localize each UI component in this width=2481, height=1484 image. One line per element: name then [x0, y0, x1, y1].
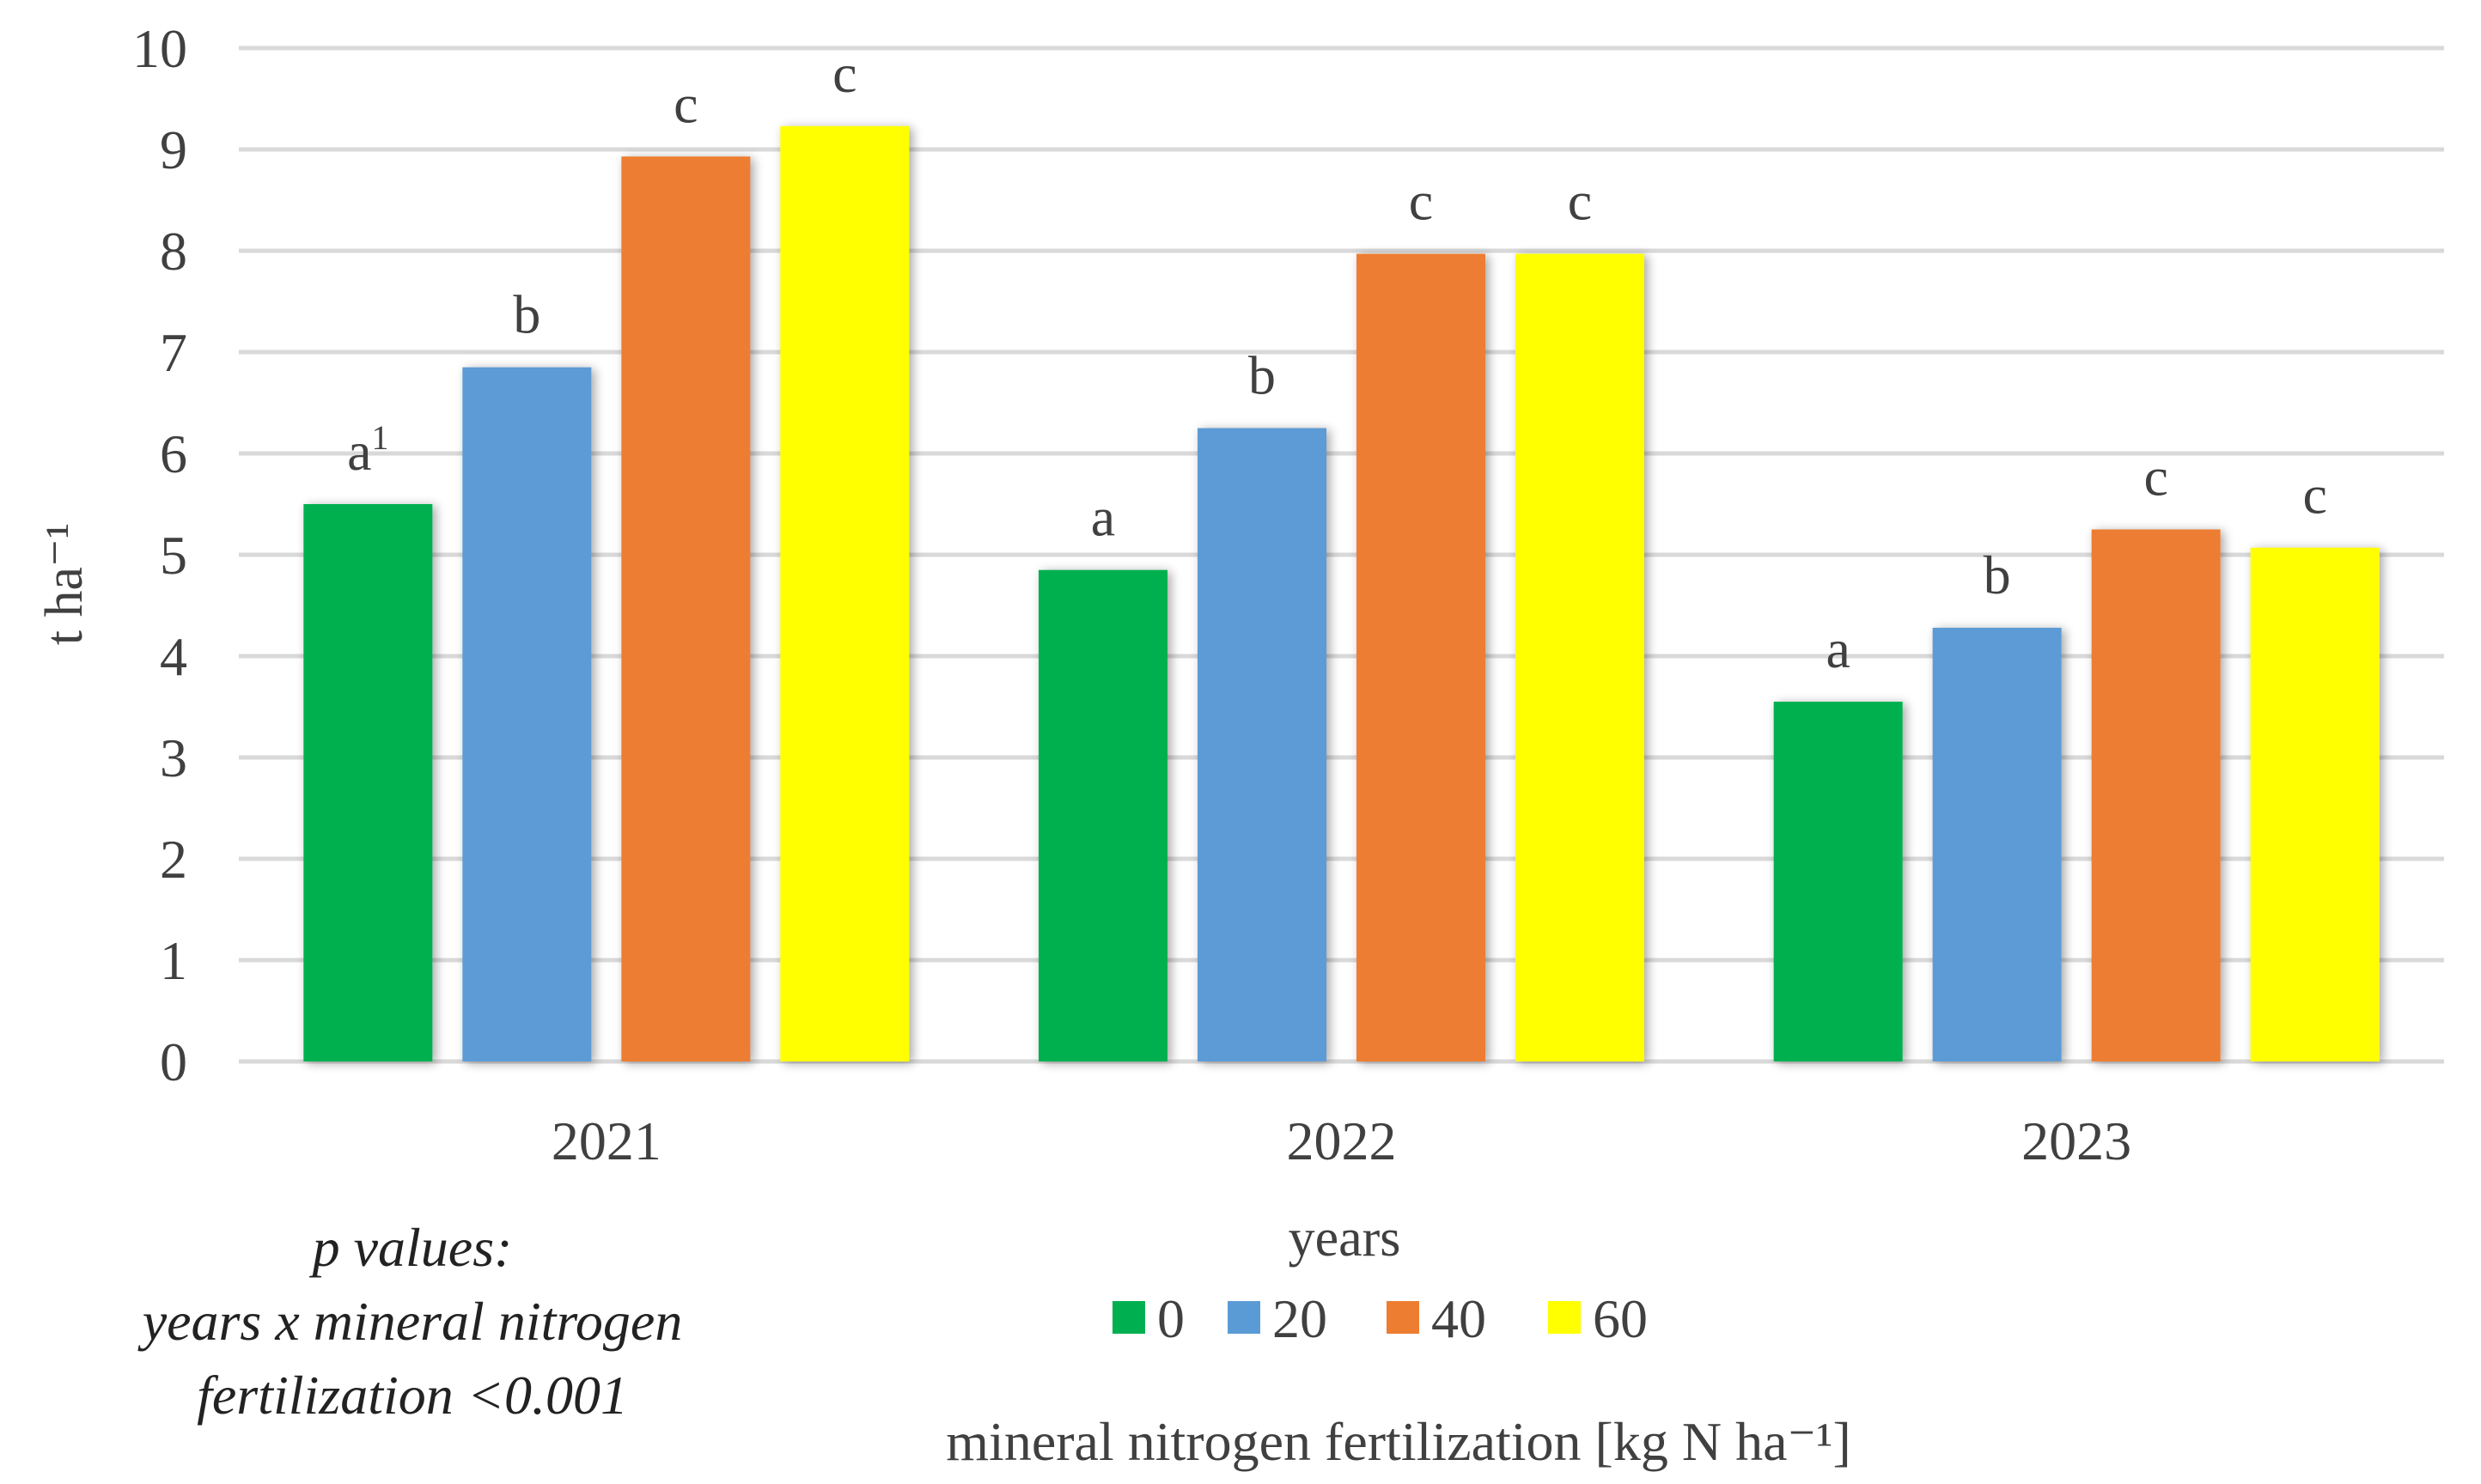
bar-letter-label: a1 — [347, 418, 388, 482]
bar-2023-0 — [1773, 702, 1903, 1061]
y-tick-label: 2 — [160, 829, 187, 890]
bar-letter-label: a — [1091, 487, 1115, 548]
p-value-note: p values: years x mineral nitrogen ferti… — [52, 1211, 773, 1432]
legend-label-60: 60 — [1593, 1288, 1648, 1349]
legend-title: mineral nitrogen fertilization [kg N ha⁻… — [946, 1411, 1851, 1472]
legend-swatch-0 — [1112, 1301, 1145, 1334]
y-tick-label: 5 — [160, 525, 187, 586]
y-tick-label: 1 — [160, 930, 187, 991]
bar-2023-40 — [2091, 529, 2221, 1061]
p-value-note-line3: fertilization <0.001 — [197, 1365, 628, 1426]
bar-letter-label: b — [1248, 345, 1276, 406]
y-tick-label: 8 — [160, 221, 187, 282]
y-tick-label: 0 — [160, 1031, 187, 1092]
bar-letter-label: b — [513, 284, 540, 345]
y-axis-label: t ha⁻¹ — [35, 523, 94, 646]
bar-2021-0 — [303, 504, 433, 1061]
y-tick-label: 6 — [160, 423, 187, 484]
bar-letter-label: a — [1826, 618, 1850, 679]
legend-swatch-60 — [1548, 1301, 1581, 1334]
legend-label-0: 0 — [1157, 1288, 1185, 1349]
bar-2022-40 — [1356, 253, 1485, 1061]
bar-2022-0 — [1039, 569, 1167, 1061]
legend: 0 20 40 60 — [1112, 1288, 1648, 1349]
gridlines — [239, 46, 2444, 1064]
y-tick-label: 3 — [160, 727, 187, 788]
bars — [303, 125, 2380, 1062]
bar-2022-60 — [1515, 253, 1644, 1061]
p-value-note-line2: years x mineral nitrogen — [142, 1291, 683, 1352]
bar-2023-60 — [2250, 547, 2380, 1061]
legend-label-20: 20 — [1272, 1288, 1327, 1349]
bar-2021-60 — [780, 125, 910, 1062]
bar-letter-label: c — [832, 43, 856, 104]
legend-label-40: 40 — [1431, 1288, 1486, 1349]
x-tick-label-2021: 2021 — [552, 1110, 661, 1171]
x-axis-ticks: 2021 2022 2023 — [552, 1110, 2131, 1171]
x-tick-label-2023: 2023 — [2021, 1110, 2131, 1171]
legend-swatch-40 — [1387, 1301, 1419, 1334]
bar-letter-label: c — [2302, 465, 2326, 526]
bar-letter-label: b — [1984, 544, 2011, 605]
x-tick-label-2022: 2022 — [1287, 1110, 1397, 1171]
y-tick-label: 4 — [160, 626, 187, 687]
p-value-note-line1: p values: — [312, 1217, 513, 1278]
bar-2021-20 — [462, 367, 592, 1061]
bar-letter-label: c — [1568, 171, 1592, 232]
y-tick-label: 10 — [132, 18, 187, 79]
bar-labels: a1 b c c a b c c a b c c — [347, 43, 2327, 679]
y-tick-label: 7 — [160, 322, 187, 383]
superscript-footnote: 1 — [372, 418, 389, 457]
bar-2021-40 — [621, 156, 751, 1061]
bar-letter-label: c — [2143, 447, 2167, 508]
y-tick-label: 9 — [160, 119, 187, 180]
x-axis-label: years — [1289, 1209, 1401, 1268]
bar-letter-label: c — [674, 73, 698, 134]
bar-2023-20 — [1932, 627, 2062, 1061]
legend-swatch-20 — [1228, 1301, 1260, 1334]
bar-letter-label: c — [1409, 171, 1433, 232]
bar-2022-20 — [1198, 428, 1326, 1061]
y-axis-ticks: 0 1 2 3 4 5 6 7 8 9 10 — [132, 18, 187, 1092]
